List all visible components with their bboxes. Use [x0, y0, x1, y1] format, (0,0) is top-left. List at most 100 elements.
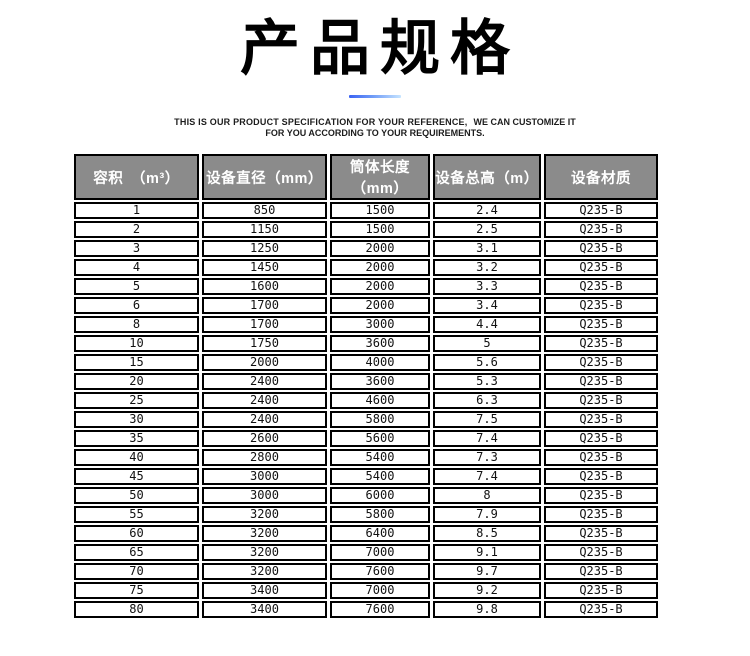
cell-diameter: 1700 [202, 316, 327, 333]
cell-cylinder-length: 3600 [330, 335, 430, 352]
table-row: 4 1450 2000 3.2 Q235-B [74, 259, 658, 276]
cell-cylinder-length: 7600 [330, 563, 430, 580]
cell-volume: 35 [74, 430, 199, 447]
table-row: 2 1150 1500 2.5 Q235-B [74, 221, 658, 238]
cell-total-height: 7.5 [433, 411, 541, 428]
cell-volume: 3 [74, 240, 199, 257]
cell-cylinder-length: 4000 [330, 354, 430, 371]
spec-table-body: 1 850 1500 2.4 Q235-B 2 1150 1500 2.5 Q235-B 3 1250… [74, 202, 658, 618]
cell-volume: 10 [74, 335, 199, 352]
cell-volume: 70 [74, 563, 199, 580]
cell-diameter: 1600 [202, 278, 327, 295]
table-row: 80 3400 7600 9.8 Q235-B [74, 601, 658, 618]
table-row: 60 3200 6400 8.5 Q235-B [74, 525, 658, 542]
cell-diameter: 3200 [202, 544, 327, 561]
cell-diameter: 2000 [202, 354, 327, 371]
cell-total-height: 3.4 [433, 297, 541, 314]
cell-cylinder-length: 1500 [330, 221, 430, 238]
spec-table: 容积 （m³） 设备直径（mm） 筒体长度（mm） 设备总高（m） 设备材质 1 850 1… [71, 152, 661, 620]
cell-diameter: 1750 [202, 335, 327, 352]
cell-material: Q235-B [544, 240, 658, 257]
cell-volume: 60 [74, 525, 199, 542]
column-header-volume: 容积 （m³） [74, 154, 199, 200]
cell-material: Q235-B [544, 221, 658, 238]
table-row: 6 1700 2000 3.4 Q235-B [74, 297, 658, 314]
cell-volume: 45 [74, 468, 199, 485]
cell-material: Q235-B [544, 354, 658, 371]
table-row: 55 3200 5800 7.9 Q235-B [74, 506, 658, 523]
cell-cylinder-length: 2000 [330, 278, 430, 295]
cell-material: Q235-B [544, 411, 658, 428]
column-header-cylinder-length: 筒体长度（mm） [330, 154, 430, 200]
cell-material: Q235-B [544, 278, 658, 295]
cell-diameter: 1700 [202, 297, 327, 314]
cell-total-height: 9.8 [433, 601, 541, 618]
cell-material: Q235-B [544, 601, 658, 618]
cell-total-height: 8.5 [433, 525, 541, 542]
cell-cylinder-length: 2000 [330, 259, 430, 276]
cell-material: Q235-B [544, 487, 658, 504]
cell-cylinder-length: 2000 [330, 297, 430, 314]
subtitle-text-bold: WE CAN CUSTOMIZE IT [473, 117, 576, 127]
subtitle-line-1: THIS IS OUR PRODUCT SPECIFICATION FOR YO… [0, 117, 750, 128]
cell-diameter: 2400 [202, 411, 327, 428]
cell-total-height: 5.3 [433, 373, 541, 390]
spec-table-header-row: 容积 （m³） 设备直径（mm） 筒体长度（mm） 设备总高（m） 设备材质 [74, 154, 658, 200]
column-header-material: 设备材质 [544, 154, 658, 200]
cell-material: Q235-B [544, 430, 658, 447]
table-row: 70 3200 7600 9.7 Q235-B [74, 563, 658, 580]
cell-volume: 55 [74, 506, 199, 523]
cell-material: Q235-B [544, 525, 658, 542]
cell-total-height: 2.4 [433, 202, 541, 219]
table-row: 50 3000 6000 8 Q235-B [74, 487, 658, 504]
cell-total-height: 2.5 [433, 221, 541, 238]
table-row: 15 2000 4000 5.6 Q235-B [74, 354, 658, 371]
cell-volume: 80 [74, 601, 199, 618]
cell-material: Q235-B [544, 297, 658, 314]
cell-cylinder-length: 7600 [330, 601, 430, 618]
cell-diameter: 3200 [202, 525, 327, 542]
column-header-diameter: 设备直径（mm） [202, 154, 327, 200]
cell-volume: 75 [74, 582, 199, 599]
table-row: 20 2400 3600 5.3 Q235-B [74, 373, 658, 390]
cell-volume: 2 [74, 221, 199, 238]
cell-volume: 25 [74, 392, 199, 409]
cell-cylinder-length: 3000 [330, 316, 430, 333]
page-title: 产品规格 [240, 15, 520, 82]
cell-volume: 15 [74, 354, 199, 371]
table-row: 35 2600 5600 7.4 Q235-B [74, 430, 658, 447]
cell-material: Q235-B [544, 449, 658, 466]
cell-material: Q235-B [544, 316, 658, 333]
cell-volume: 50 [74, 487, 199, 504]
cell-cylinder-length: 4600 [330, 392, 430, 409]
table-row: 75 3400 7000 9.2 Q235-B [74, 582, 658, 599]
cell-total-height: 3.1 [433, 240, 541, 257]
cell-material: Q235-B [544, 335, 658, 352]
cell-volume: 4 [74, 259, 199, 276]
cell-total-height: 7.3 [433, 449, 541, 466]
cell-total-height: 7.4 [433, 430, 541, 447]
cell-volume: 1 [74, 202, 199, 219]
cell-total-height: 8 [433, 487, 541, 504]
cell-material: Q235-B [544, 544, 658, 561]
cell-diameter: 2400 [202, 373, 327, 390]
subtitle-line-2: FOR YOU ACCORDING TO YOUR REQUIREMENTS. [265, 128, 485, 138]
cell-diameter: 2800 [202, 449, 327, 466]
cell-total-height: 7.4 [433, 468, 541, 485]
cell-cylinder-length: 5400 [330, 449, 430, 466]
cell-diameter: 850 [202, 202, 327, 219]
table-row: 10 1750 3600 5 Q235-B [74, 335, 658, 352]
cell-material: Q235-B [544, 202, 658, 219]
cell-cylinder-length: 6400 [330, 525, 430, 542]
cell-diameter: 3000 [202, 468, 327, 485]
cell-volume: 30 [74, 411, 199, 428]
table-row: 65 3200 7000 9.1 Q235-B [74, 544, 658, 561]
cell-cylinder-length: 7000 [330, 582, 430, 599]
cell-cylinder-length: 2000 [330, 240, 430, 257]
cell-volume: 40 [74, 449, 199, 466]
cell-total-height: 6.3 [433, 392, 541, 409]
cell-cylinder-length: 1500 [330, 202, 430, 219]
table-row: 25 2400 4600 6.3 Q235-B [74, 392, 658, 409]
cell-volume: 8 [74, 316, 199, 333]
cell-volume: 5 [74, 278, 199, 295]
